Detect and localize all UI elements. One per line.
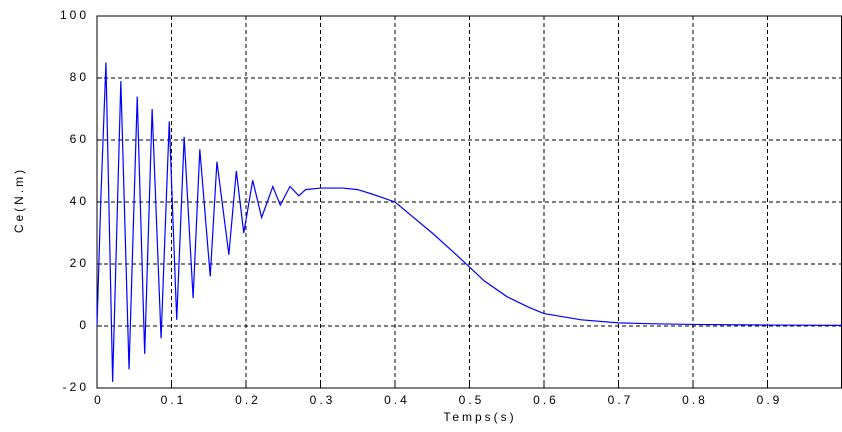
x-tick-label: 0.8 <box>682 393 708 407</box>
x-tick-label: 0.1 <box>161 393 187 407</box>
x-tick-label: 0.2 <box>235 393 261 407</box>
y-tick-label: 60 <box>70 132 89 146</box>
y-tick-label: 0 <box>79 318 89 332</box>
x-tick-label: 0.9 <box>757 393 783 407</box>
y-tick-label: 40 <box>70 194 89 208</box>
x-axis-label: Temps(s) <box>443 410 516 424</box>
y-tick-label: 20 <box>70 256 89 270</box>
x-tick-label: 0 <box>94 393 104 407</box>
y-tick-label: 100 <box>60 8 89 22</box>
y-tick-label: -20 <box>63 380 89 394</box>
y-tick-label: 80 <box>70 70 89 84</box>
x-tick-label: 0.7 <box>608 393 634 407</box>
x-tick-label: 0.6 <box>533 393 559 407</box>
x-tick-label: 0.3 <box>310 393 336 407</box>
y-axis-label: Ce(N.m) <box>12 167 26 233</box>
data-line <box>96 62 842 382</box>
x-tick-label: 0.4 <box>384 393 410 407</box>
x-tick-label: 0.5 <box>459 393 485 407</box>
